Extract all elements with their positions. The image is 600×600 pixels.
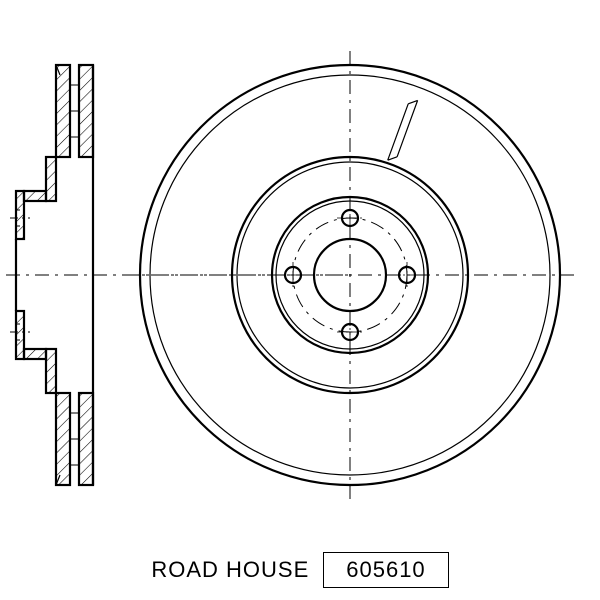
technical-drawing xyxy=(0,0,600,540)
brand-label: ROAD HOUSE xyxy=(151,557,309,583)
part-number: 605610 xyxy=(346,557,425,582)
caption-bar: ROAD HOUSE 605610 xyxy=(0,540,600,600)
diagram-container: ROAD HOUSE 605610 xyxy=(0,0,600,600)
part-number-box: 605610 xyxy=(323,552,448,588)
